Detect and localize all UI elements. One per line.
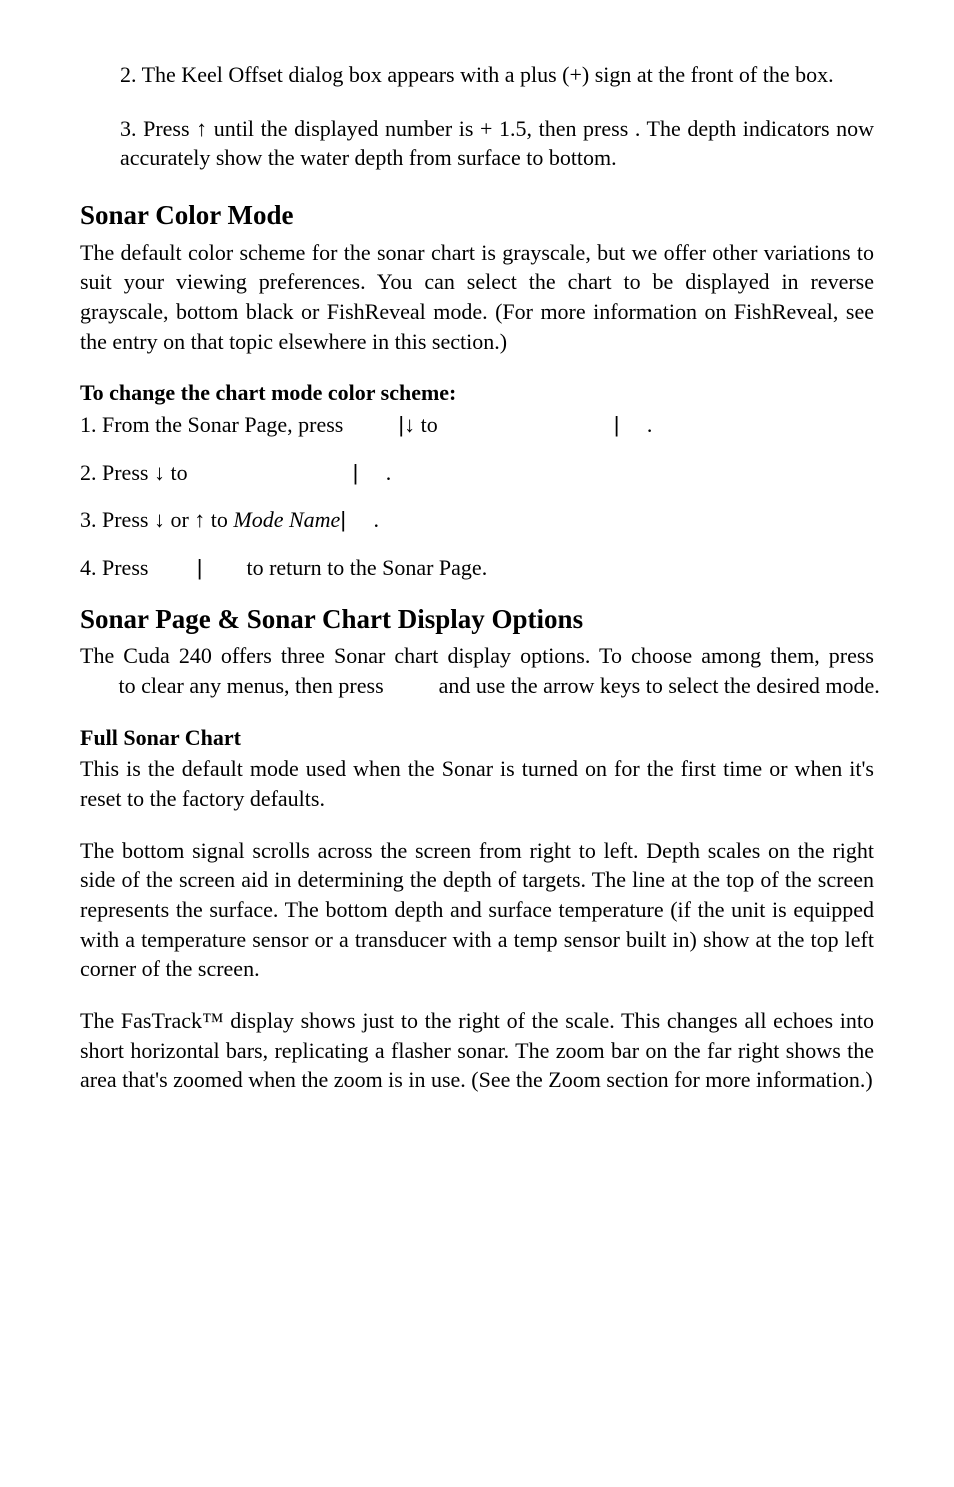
full-chart-heading: Full Sonar Chart: [80, 723, 874, 753]
step1-gap: [443, 412, 614, 437]
scheme-step3: 3. Press ↓ or ↑ to Mode Name| .: [80, 505, 874, 535]
step3-d: .: [346, 507, 379, 532]
keel-step3-a: 3. Press: [120, 116, 196, 141]
step4-c: to return to the Sonar Page.: [202, 555, 487, 580]
step4-a: 4. Press: [80, 555, 154, 580]
sonar-page-intro-a: The Cuda 240 offers three Sonar chart di…: [80, 643, 874, 668]
keel-step2-text: 2. The Keel Offset dialog box appears wi…: [120, 62, 834, 87]
sonar-color-intro: The default color scheme for the sonar c…: [80, 238, 874, 357]
scheme-step1: 1. From the Sonar Page, press |↓ to | .: [80, 410, 874, 440]
document-page: 2. The Keel Offset dialog box appears wi…: [0, 0, 954, 1487]
down-arrow-icon: ↓: [154, 507, 165, 532]
down-arrow-icon: ↓: [404, 412, 415, 437]
step3-a: 3. Press: [80, 507, 154, 532]
step2-d: .: [358, 460, 391, 485]
full-chart-p1: This is the default mode used when the S…: [80, 754, 874, 813]
step2-gap: [193, 460, 353, 485]
up-arrow-icon: ↑: [196, 116, 207, 141]
sonar-page-intro-b: to clear any menus, then press: [80, 673, 389, 698]
scheme-step2: 2. Press ↓ to | .: [80, 458, 874, 488]
full-chart-p2: The bottom signal scrolls across the scr…: [80, 836, 874, 984]
keel-step3-b: until the displayed number is + 1.5, the…: [207, 116, 635, 141]
change-scheme-heading: To change the chart mode color scheme:: [80, 378, 874, 408]
keel-step3: 3. Press ↑ until the displayed number is…: [120, 114, 874, 173]
sonar-page-intro-c: and use the arrow keys to select the des…: [389, 673, 880, 698]
sonar-page-intro: The Cuda 240 offers three Sonar chart di…: [80, 641, 874, 700]
step3-b: to: [205, 507, 233, 532]
sonar-page-heading: Sonar Page & Sonar Chart Display Options: [80, 601, 874, 637]
scheme-step4: 4. Press | to return to the Sonar Page.: [80, 553, 874, 583]
up-arrow-icon: ↑: [194, 507, 205, 532]
down-arrow-icon: ↓: [154, 460, 165, 485]
full-chart-p3: The FasTrack™ display shows just to the …: [80, 1006, 874, 1095]
step2-a: 2. Press: [80, 460, 154, 485]
keel-step2: 2. The Keel Offset dialog box appears wi…: [120, 60, 874, 90]
step2-b: to: [165, 460, 193, 485]
step1-a: 1. From the Sonar Page, press: [80, 412, 349, 437]
sonar-color-heading: Sonar Color Mode: [80, 197, 874, 233]
step1-d: to: [415, 412, 443, 437]
step3-mode: Mode Name: [233, 507, 340, 532]
step3-mid: or: [165, 507, 194, 532]
step4-b: |: [154, 555, 203, 580]
step1-f: .: [619, 412, 652, 437]
